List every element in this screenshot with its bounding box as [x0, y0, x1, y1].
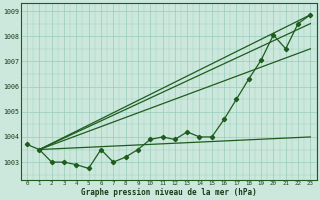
- X-axis label: Graphe pression niveau de la mer (hPa): Graphe pression niveau de la mer (hPa): [81, 188, 257, 197]
